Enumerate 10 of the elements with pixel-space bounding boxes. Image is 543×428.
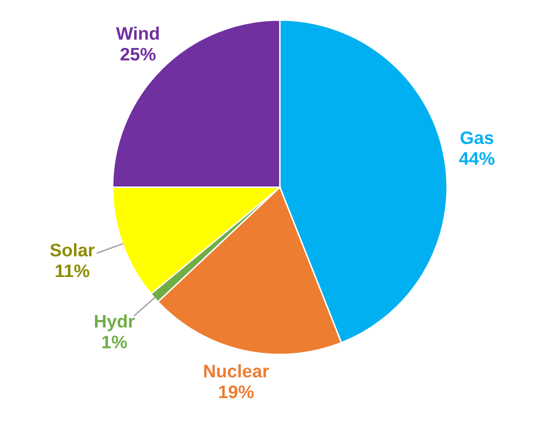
slice-label: Gas [460, 131, 494, 144]
data-label: 44% [459, 152, 495, 165]
data-label: 25% [120, 48, 156, 61]
data-label: 1% [102, 336, 127, 348]
data-label: 19% [219, 385, 254, 398]
slice-label: Hydr [94, 314, 135, 332]
slice-label: Solar [50, 243, 95, 256]
data-label: 11% [56, 264, 90, 278]
slice-label: Wind [116, 26, 159, 40]
slice-label: Nuclear [204, 364, 269, 378]
